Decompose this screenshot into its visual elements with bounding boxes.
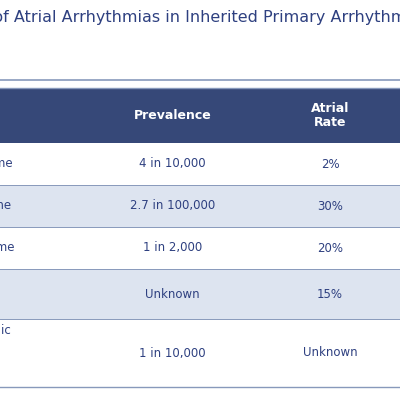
Text: Brugada syndrome: Brugada syndrome xyxy=(0,158,13,170)
Bar xyxy=(0,88,400,143)
Text: Unknown: Unknown xyxy=(303,346,357,360)
Text: 20%: 20% xyxy=(317,242,343,254)
Text: 1 in 10,000: 1 in 10,000 xyxy=(139,346,206,360)
Text: Atrial
Rate: Atrial Rate xyxy=(311,102,349,130)
Text: Catecholaminergic
polymorphic
ventricular
tachycardia: Catecholaminergic polymorphic ventricula… xyxy=(0,324,11,382)
Text: Short QT syndrome: Short QT syndrome xyxy=(0,242,14,254)
Text: 2%: 2% xyxy=(321,158,339,170)
Text: 30%: 30% xyxy=(317,200,343,212)
Bar xyxy=(0,319,400,387)
Text: 2.7 in 100,000: 2.7 in 100,000 xyxy=(130,200,215,212)
Text: Unknown: Unknown xyxy=(145,288,200,300)
Text: Long QT syndrome: Long QT syndrome xyxy=(0,200,11,212)
Text: Prevalence: Prevalence xyxy=(134,109,211,122)
Bar xyxy=(0,143,400,185)
Text: 1 in 2,000: 1 in 2,000 xyxy=(143,242,202,254)
Text: 4 in 10,000: 4 in 10,000 xyxy=(139,158,206,170)
Bar xyxy=(0,227,400,269)
Text: Prevalence of Atrial Arrhythmias in Inherited Primary Arrhythmia Syndromes: Prevalence of Atrial Arrhythmias in Inhe… xyxy=(0,10,400,25)
Text: 15%: 15% xyxy=(317,288,343,300)
Bar xyxy=(0,269,400,319)
Bar xyxy=(0,185,400,227)
